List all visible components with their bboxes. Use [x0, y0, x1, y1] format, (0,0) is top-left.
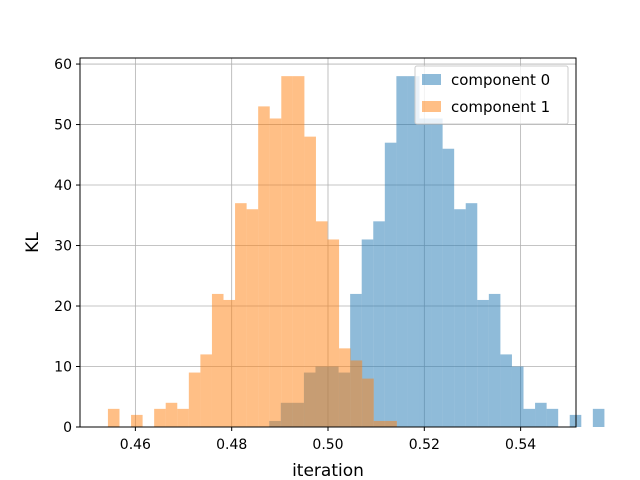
- histogram-bar: [385, 420, 397, 427]
- histogram-bar: [362, 378, 374, 427]
- histogram-bar: [373, 221, 385, 427]
- histogram-bar: [488, 293, 501, 427]
- histogram-bar: [454, 209, 466, 427]
- histogram-bar: [361, 239, 374, 427]
- histogram-bar: [442, 148, 455, 427]
- y-tick-label: 60: [54, 57, 72, 73]
- y-tick-label: 30: [54, 239, 72, 255]
- histogram-bar: [211, 293, 224, 427]
- histogram-bar: [373, 420, 386, 427]
- histogram-bar: [107, 408, 120, 427]
- y-tick-label: 40: [54, 178, 72, 194]
- histogram-bar: [523, 408, 536, 427]
- x-tick-label: 0.52: [409, 437, 440, 453]
- y-tick-label: 10: [54, 360, 72, 376]
- histogram-bar: [419, 118, 432, 427]
- histogram-bar: [246, 209, 259, 427]
- histogram-bar: [384, 142, 397, 427]
- histogram-bar: [281, 76, 293, 428]
- legend: component 0 component 1: [414, 65, 569, 125]
- y-tick-label: 20: [54, 299, 72, 315]
- x-tick-label: 0.48: [216, 437, 247, 453]
- histogram-bar: [407, 76, 420, 428]
- y-tick-label: 50: [54, 118, 72, 134]
- axis-ticks: 0.46 0.48 0.50 0.52 0.54 0 10 20 30 40 50 60: [54, 57, 536, 453]
- histogram-bar: [546, 408, 559, 427]
- histogram-bar: [535, 402, 547, 427]
- histogram-bar: [592, 408, 605, 427]
- legend-swatch-component-0: [422, 74, 441, 85]
- histogram-bar: [177, 408, 189, 427]
- x-tick-label: 0.54: [505, 437, 536, 453]
- histogram-bar: [200, 354, 212, 427]
- histogram-bar: [292, 76, 305, 428]
- x-tick-label: 0.46: [120, 437, 151, 453]
- histogram-bar: [350, 360, 363, 427]
- legend-swatch-component-1: [422, 101, 441, 112]
- histogram-bars: [107, 76, 605, 428]
- histogram-bar: [223, 299, 236, 427]
- series-component-1: [107, 76, 397, 428]
- histogram-bar: [269, 118, 282, 427]
- histogram-bar: [500, 354, 512, 427]
- x-tick-label: 0.50: [312, 437, 343, 453]
- histogram-bar: [304, 136, 316, 427]
- histogram-bar: [396, 76, 408, 428]
- histogram-bar: [315, 221, 328, 427]
- y-tick-label: 0: [63, 420, 72, 436]
- histogram-bar: [154, 408, 166, 427]
- legend-box: [414, 65, 569, 125]
- histogram-bar: [465, 203, 478, 427]
- x-axis-label: iteration: [292, 461, 364, 480]
- histogram-bar: [477, 299, 489, 427]
- histogram-bar: [327, 239, 340, 427]
- legend-label-component-0: component 0: [451, 71, 550, 89]
- histogram-bar: [165, 402, 178, 427]
- histogram-bar: [431, 118, 443, 427]
- histogram-bar: [258, 106, 270, 428]
- histogram-bar: [511, 366, 524, 427]
- histogram-bar: [131, 414, 143, 427]
- histogram-bar: [188, 372, 201, 427]
- legend-label-component-1: component 1: [451, 98, 550, 116]
- histogram-bar: [235, 203, 247, 427]
- y-axis-label: KL: [23, 232, 43, 253]
- histogram-bar: [339, 348, 351, 427]
